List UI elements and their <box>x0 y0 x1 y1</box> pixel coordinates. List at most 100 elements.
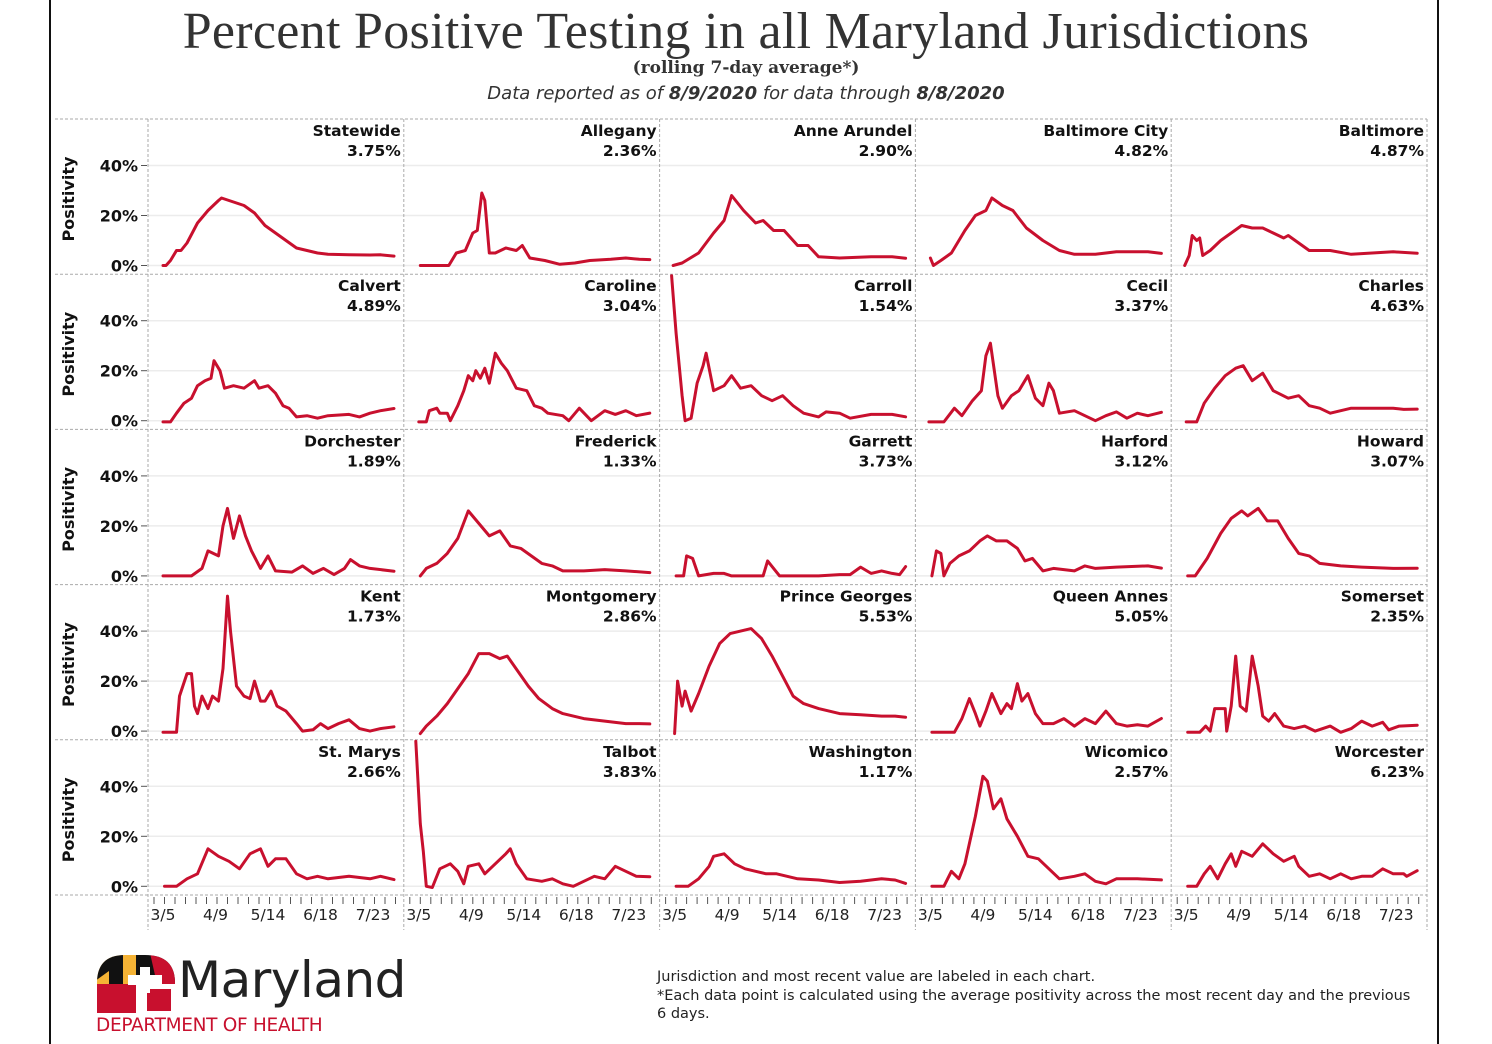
series-line <box>1186 506 1419 578</box>
panel-title: Wicomico <box>1085 743 1169 761</box>
panel-title: Baltimore <box>1339 122 1424 140</box>
panel-carroll: Carroll 1.54% <box>670 274 913 423</box>
panel-latest-value: 3.73% <box>859 452 913 470</box>
x-tick-label: 7/23 <box>1123 906 1158 924</box>
through-date: 8/8/2020 <box>916 83 1005 104</box>
y-tick-label: 20% <box>100 362 138 381</box>
panel-latest-value: 5.53% <box>859 608 913 626</box>
logo-department: DEPARTMENT OF HEALTH <box>96 1015 323 1036</box>
panel-statewide: Statewide 3.75% <box>161 122 401 267</box>
panel-latest-value: 1.17% <box>859 763 913 781</box>
footnote-line-1: Jurisdiction and most recent value are l… <box>657 969 1096 985</box>
x-tick-label: 4/9 <box>715 906 740 924</box>
panel-title: Calvert <box>338 277 401 295</box>
panel-latest-value: 2.86% <box>603 608 657 626</box>
panel-somerset: Somerset 2.35% <box>1186 588 1425 734</box>
series-line <box>1184 364 1419 424</box>
x-tick-label: 3/5 <box>1174 906 1199 924</box>
panel-title: Somerset <box>1341 588 1425 606</box>
panel-caroline: Caroline 3.04% <box>417 277 657 424</box>
y-tick-label: 40% <box>100 467 138 486</box>
x-tick-label: 6/18 <box>815 906 850 924</box>
series-line <box>927 341 1163 424</box>
x-tick-label: 6/18 <box>303 906 338 924</box>
panel-frederick: Frederick 1.33% <box>418 432 658 578</box>
series-line <box>418 509 652 578</box>
panel-dorchester: Dorchester 1.89% <box>161 432 401 578</box>
x-tick-label: 3/5 <box>406 906 431 924</box>
y-tick-label: 0% <box>111 722 138 741</box>
series-line <box>1186 842 1419 888</box>
panel-allegany: Allegany 2.36% <box>418 122 657 267</box>
y-tick-label: 40% <box>100 157 138 176</box>
x-tick-label: 7/23 <box>611 906 646 924</box>
panel-calvert: Calvert 4.89% <box>161 277 401 424</box>
y-tick-label: 20% <box>100 827 138 846</box>
panel-title: Frederick <box>575 432 658 450</box>
y-tick-label: 20% <box>100 517 138 536</box>
series-line <box>930 774 1163 888</box>
panel-title: Montgomery <box>546 588 657 606</box>
panel-title: Caroline <box>584 277 656 295</box>
x-tick-label: 4/9 <box>459 906 484 924</box>
panel-title: Worcester <box>1335 743 1425 761</box>
reported-date: 8/9/2020 <box>668 83 758 104</box>
x-tick-label: 3/5 <box>918 906 943 924</box>
panel-latest-value: 1.33% <box>603 452 657 470</box>
x-tick-label: 7/23 <box>867 906 902 924</box>
series-line <box>418 652 652 736</box>
series-line <box>928 196 1163 267</box>
panel-title: Prince Georges <box>780 588 913 606</box>
panel-latest-value: 2.90% <box>859 142 913 160</box>
panel-latest-value: 4.63% <box>1370 297 1424 315</box>
panel-latest-value: 4.89% <box>347 297 401 315</box>
panel-title: Dorchester <box>304 432 401 450</box>
panel-title: St. Marys <box>318 743 401 761</box>
x-tick-label: 7/23 <box>356 906 391 924</box>
x-tick-label: 5/14 <box>762 906 797 924</box>
panel-latest-value: 3.07% <box>1370 452 1424 470</box>
y-axis-label: Positivity <box>59 311 78 396</box>
panel-title: Cecil <box>1126 277 1168 295</box>
y-tick-label: 0% <box>111 877 138 896</box>
y-axis-label: Positivity <box>59 156 78 241</box>
panel-garrett: Garrett 3.73% <box>674 432 913 578</box>
right-frame-border <box>1437 0 1439 1044</box>
panel-harford: Harford 3.12% <box>930 432 1169 578</box>
panel-latest-value: 3.37% <box>1114 297 1168 315</box>
panel-montgomery: Montgomery 2.86% <box>418 588 657 736</box>
panel-latest-value: 1.73% <box>347 608 401 626</box>
x-tick-label: 6/18 <box>1326 906 1361 924</box>
panel-title: Garrett <box>849 432 913 450</box>
y-axis-label: Positivity <box>59 466 78 551</box>
x-tick-label: 6/18 <box>1070 906 1105 924</box>
x-tick-label: 5/14 <box>1274 906 1309 924</box>
x-tick-label: 5/14 <box>506 906 541 924</box>
series-line <box>930 682 1163 734</box>
maryland-health-logo: Maryland DEPARTMENT OF HEALTH <box>95 945 415 1040</box>
y-tick-label: 40% <box>100 312 138 331</box>
panel-latest-value: 2.35% <box>1370 608 1424 626</box>
panel-title: Charles <box>1358 277 1424 295</box>
x-tick-label: 7/23 <box>1379 906 1414 924</box>
series-line <box>161 196 396 267</box>
panel-latest-value: 4.82% <box>1114 142 1168 160</box>
footnote-line-2: *Each data point is calculated using the… <box>657 987 1411 1023</box>
series-line <box>414 739 652 889</box>
series-line <box>930 534 1163 578</box>
y-tick-label: 0% <box>111 567 138 586</box>
left-frame-border <box>49 0 51 1044</box>
x-tick-label: 3/5 <box>662 906 687 924</box>
panel-baltimore: Baltimore 4.87% <box>1183 122 1424 267</box>
panel-latest-value: 3.12% <box>1114 452 1168 470</box>
footnote: Jurisdiction and most recent value are l… <box>657 968 1417 1024</box>
panel-latest-value: 1.89% <box>347 452 401 470</box>
series-line <box>161 594 396 734</box>
series-line <box>673 627 908 736</box>
panel-prince-georges: Prince Georges 5.53% <box>673 588 913 736</box>
series-line <box>671 194 908 267</box>
page-subtitle: (rolling 7-day average*) <box>632 58 860 78</box>
panel-cecil: Cecil 3.37% <box>927 277 1169 424</box>
y-tick-label: 40% <box>100 777 138 796</box>
x-tick-label: 5/14 <box>251 906 286 924</box>
